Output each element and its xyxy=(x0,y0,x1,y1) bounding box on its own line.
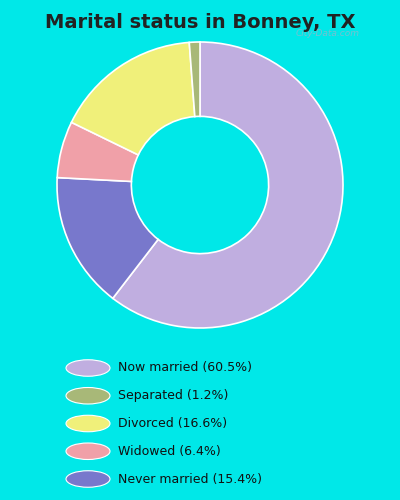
Text: City-Data.com: City-Data.com xyxy=(296,29,360,38)
Circle shape xyxy=(66,360,110,376)
Circle shape xyxy=(66,415,110,432)
Text: Widowed (6.4%): Widowed (6.4%) xyxy=(118,445,221,458)
Text: Marital status in Bonney, TX: Marital status in Bonney, TX xyxy=(45,12,355,32)
Text: Never married (15.4%): Never married (15.4%) xyxy=(118,472,262,486)
Circle shape xyxy=(66,471,110,487)
Text: Now married (60.5%): Now married (60.5%) xyxy=(118,362,252,374)
Circle shape xyxy=(66,388,110,404)
Wedge shape xyxy=(189,42,200,117)
Wedge shape xyxy=(72,42,195,155)
Wedge shape xyxy=(57,178,158,298)
Text: Divorced (16.6%): Divorced (16.6%) xyxy=(118,417,227,430)
Wedge shape xyxy=(57,122,138,182)
Text: Separated (1.2%): Separated (1.2%) xyxy=(118,389,228,402)
Circle shape xyxy=(66,443,110,460)
Wedge shape xyxy=(113,42,343,328)
